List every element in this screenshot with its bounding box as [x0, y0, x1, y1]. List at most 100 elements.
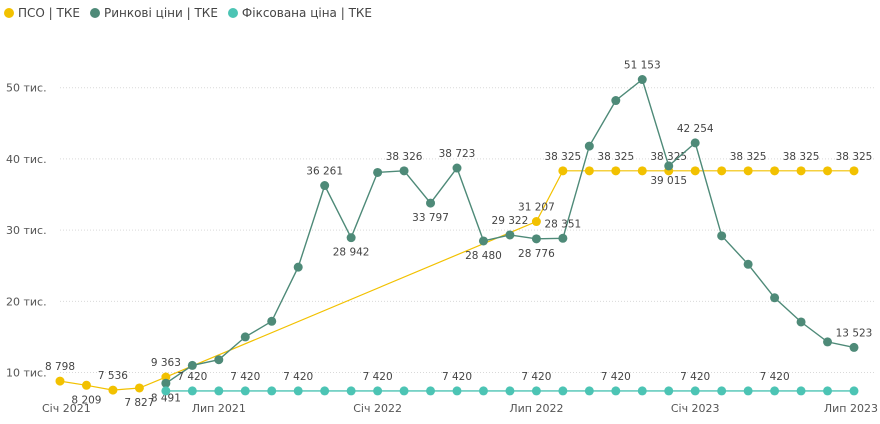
- data-point: [584, 141, 594, 151]
- data-label: 7 420: [601, 371, 631, 383]
- data-point: [717, 231, 727, 241]
- legend: ПСО | ТКЕ Ринкові ціни | ТКЕ Фіксована ц…: [4, 6, 382, 20]
- data-point: [743, 259, 753, 269]
- data-label: 36 261: [306, 166, 343, 178]
- data-point: [346, 386, 356, 396]
- legend-item-pso[interactable]: ПСО | ТКЕ: [4, 6, 80, 20]
- data-point: [320, 386, 330, 396]
- data-point: [81, 380, 91, 390]
- data-label: 42 254: [677, 123, 714, 135]
- data-point: [187, 386, 197, 396]
- data-point: [531, 217, 541, 227]
- data-point: [240, 332, 250, 342]
- data-point: [584, 166, 594, 176]
- data-label: 7 536: [98, 370, 128, 382]
- data-label: 38 325: [836, 151, 873, 163]
- data-label: 51 153: [624, 60, 661, 72]
- x-tick-label: Лип 2021: [192, 402, 246, 415]
- data-point: [823, 166, 833, 176]
- data-point: [611, 166, 621, 176]
- data-point: [214, 386, 224, 396]
- data-label: 28 942: [333, 247, 370, 259]
- legend-marker-market: [89, 8, 100, 18]
- data-label: 8 798: [45, 361, 75, 373]
- data-point: [426, 386, 436, 396]
- legend-label-market: Ринкові ціни | ТКЕ: [103, 6, 218, 20]
- data-label: 13 523: [836, 327, 873, 339]
- data-point: [505, 386, 515, 396]
- data-point: [161, 372, 171, 382]
- data-point: [823, 337, 833, 347]
- data-point: [690, 166, 700, 176]
- data-label: 8 209: [71, 394, 101, 406]
- data-point: [478, 386, 488, 396]
- data-label: 38 723: [439, 148, 476, 160]
- data-point: [161, 378, 171, 388]
- x-tick-label: Лип 2023: [824, 402, 878, 415]
- x-tick-label: Лип 2022: [509, 402, 563, 415]
- legend-label-fixed: Фіксована ціна | ТКЕ: [241, 6, 373, 20]
- data-label: 38 325: [597, 151, 634, 163]
- data-point: [293, 386, 303, 396]
- data-point: [637, 75, 647, 85]
- data-label: 7 420: [230, 371, 260, 383]
- x-tick-label: Січ 2021: [42, 402, 91, 415]
- x-tick-label: Січ 2022: [353, 402, 402, 415]
- data-point: [214, 355, 224, 365]
- data-point: [743, 166, 753, 176]
- data-point: [399, 386, 409, 396]
- legend-marker-fixed: [227, 8, 238, 18]
- data-label: 28 480: [465, 250, 502, 262]
- data-label: 29 322: [492, 215, 529, 227]
- legend-marker-pso: [4, 8, 14, 18]
- data-point: [584, 386, 594, 396]
- data-point: [743, 386, 753, 396]
- data-point: [664, 161, 674, 171]
- data-point: [267, 386, 277, 396]
- data-point: [531, 386, 541, 396]
- data-point: [690, 138, 700, 148]
- legend-item-fixed[interactable]: Фіксована ціна | ТКЕ: [227, 6, 373, 20]
- data-point: [611, 96, 621, 106]
- data-point: [426, 198, 436, 208]
- data-point: [293, 262, 303, 272]
- legend-item-market[interactable]: Ринкові ціни | ТКЕ: [89, 6, 218, 20]
- data-point: [452, 163, 462, 173]
- data-point: [796, 166, 806, 176]
- data-label: 9 363: [151, 357, 181, 369]
- data-point: [611, 386, 621, 396]
- data-point: [637, 166, 647, 176]
- data-point: [849, 386, 859, 396]
- y-tick-label: 50 тис.: [6, 82, 47, 95]
- data-point: [664, 386, 674, 396]
- data-label: 39 015: [650, 175, 687, 187]
- data-label: 7 420: [177, 371, 207, 383]
- y-tick-label: 10 тис.: [6, 367, 47, 380]
- data-point: [55, 376, 65, 386]
- data-point: [320, 181, 330, 191]
- data-label: 7 420: [442, 371, 472, 383]
- data-point: [637, 386, 647, 396]
- data-label: 38 326: [386, 151, 423, 163]
- data-label: 38 325: [544, 151, 581, 163]
- y-tick-label: 30 тис.: [6, 224, 47, 237]
- data-point: [558, 233, 568, 243]
- data-point: [373, 167, 383, 177]
- data-point: [823, 386, 833, 396]
- data-point: [717, 386, 727, 396]
- data-label: 7 420: [363, 371, 393, 383]
- data-point: [240, 386, 250, 396]
- data-point: [161, 386, 171, 396]
- legend-label-pso: ПСО | ТКЕ: [18, 6, 80, 20]
- y-tick-label: 40 тис.: [6, 153, 47, 166]
- data-label: 28 776: [518, 248, 555, 260]
- data-label: 7 420: [760, 371, 790, 383]
- x-tick-label: Січ 2023: [671, 402, 720, 415]
- data-label: 7 420: [680, 371, 710, 383]
- data-label: 38 325: [783, 151, 820, 163]
- data-point: [558, 386, 568, 396]
- data-point: [558, 166, 568, 176]
- data-label: 31 207: [518, 202, 555, 214]
